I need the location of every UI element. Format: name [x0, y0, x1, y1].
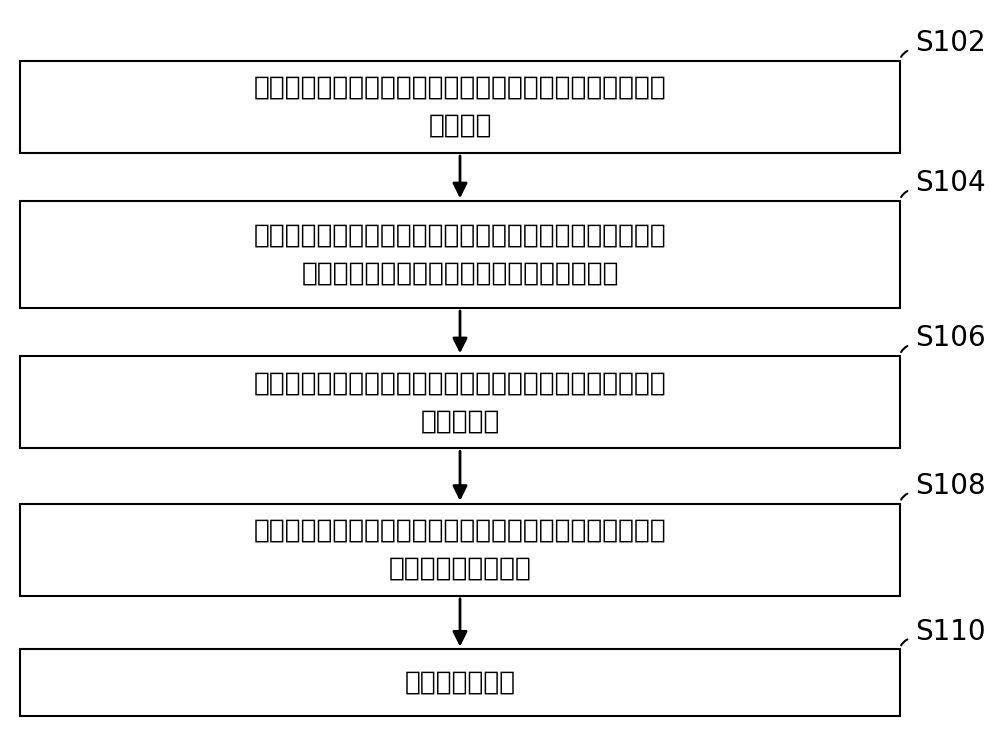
Text: S102: S102 [915, 30, 986, 58]
Bar [20, 503, 900, 596]
Bar [20, 201, 900, 308]
Text: 在系统空闲时，遍历所有的临时映射表并加载临时映射表对
应的映射页: 在系统空闲时，遍历所有的临时映射表并加载临时映射表对 应的映射页 [254, 370, 666, 434]
Text: 获取用户写命令，并为写命令分配临时映射表及对应的映射
表项位图: 获取用户写命令，并为写命令分配临时映射表及对应的映射 表项位图 [254, 75, 666, 139]
Bar [20, 356, 900, 448]
Bar [20, 61, 900, 154]
Text: S104: S104 [915, 170, 986, 197]
Text: S108: S108 [915, 472, 986, 500]
Text: S110: S110 [915, 618, 986, 646]
Bar [20, 649, 900, 716]
Text: 释放临时映射表: 释放临时映射表 [404, 669, 516, 696]
Text: 将映射表项位图中指示的临时映射表中有效的映射表项合并
到已加载的映射表中: 将映射表项位图中指示的临时映射表中有效的映射表项合并 到已加载的映射表中 [254, 518, 666, 582]
Text: 为写命令分配地址，更新临时映射表并设置对应的映射表项
位图中相应的比特位，标识为有效的映射表项: 为写命令分配地址，更新临时映射表并设置对应的映射表项 位图中相应的比特位，标识为… [254, 223, 666, 286]
Text: S106: S106 [915, 325, 986, 352]
